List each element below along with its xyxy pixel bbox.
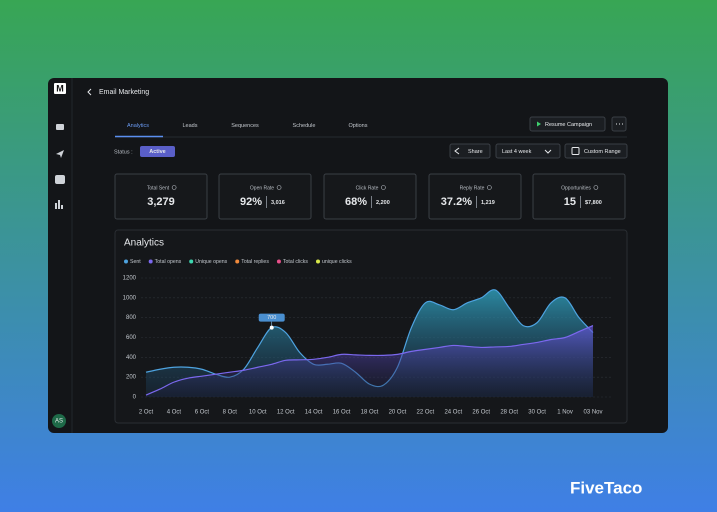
legend-dot bbox=[235, 259, 240, 264]
inbox-icon[interactable] bbox=[55, 175, 65, 184]
mail-icon[interactable] bbox=[56, 124, 64, 130]
legend-dot bbox=[124, 259, 128, 264]
avatar-text: AS bbox=[55, 419, 63, 425]
custom-range-label: Custom Range bbox=[584, 149, 621, 155]
x-tick-label: 16 Oct bbox=[333, 410, 351, 416]
x-tick-label: 22 Oct bbox=[417, 410, 435, 416]
status-badge bbox=[140, 146, 175, 157]
play-icon bbox=[537, 121, 541, 127]
tab[interactable]: Leads bbox=[183, 123, 198, 129]
stat-card bbox=[323, 173, 417, 220]
chart-title: Analytics bbox=[124, 238, 164, 249]
avatar[interactable] bbox=[52, 414, 66, 428]
stat-label: Opportunities bbox=[561, 185, 591, 191]
x-tick-label: 2 Oct bbox=[139, 410, 154, 416]
y-tick-label: 400 bbox=[126, 355, 137, 361]
resume-button[interactable] bbox=[529, 116, 606, 132]
info-icon bbox=[381, 185, 386, 190]
stat-value: 37.2% bbox=[441, 196, 472, 208]
x-tick-label: 10 Oct bbox=[249, 410, 267, 416]
stat-detail: 1,219 bbox=[481, 200, 495, 206]
line bbox=[145, 325, 594, 396]
area bbox=[146, 325, 593, 397]
stat-card bbox=[218, 173, 312, 220]
x-tick-label: 24 Oct bbox=[444, 410, 462, 416]
legend-label[interactable]: Total clicks bbox=[283, 259, 308, 265]
logo-box bbox=[54, 83, 66, 94]
x-tick-label: 1 Nov bbox=[557, 410, 573, 416]
stat-detail: $7,800 bbox=[585, 200, 602, 206]
y-tick-label: 800 bbox=[126, 315, 137, 321]
stat-value: 15 bbox=[564, 196, 576, 208]
legend-label[interactable]: Unique opens bbox=[195, 259, 227, 265]
info-icon bbox=[171, 185, 177, 190]
x-tick-label: 26 Oct bbox=[472, 410, 490, 416]
stat-value: 68% bbox=[345, 196, 367, 208]
tab[interactable]: Schedule bbox=[293, 123, 316, 129]
legend-label[interactable]: Total replies bbox=[241, 259, 269, 265]
back-button[interactable] bbox=[87, 88, 92, 96]
legend-label[interactable]: Sent bbox=[130, 259, 141, 265]
legend-dot bbox=[148, 259, 153, 264]
period-label: Last 4 week bbox=[502, 149, 532, 155]
status-label: Status : bbox=[114, 149, 133, 155]
tab[interactable]: Analytics bbox=[127, 123, 149, 129]
logo: M bbox=[56, 83, 64, 93]
stat-value: 3,279 bbox=[147, 196, 175, 208]
stats-icon[interactable] bbox=[55, 200, 63, 209]
legend-label[interactable]: unique clicks bbox=[322, 259, 352, 265]
stat-detail: 2,200 bbox=[376, 200, 390, 206]
x-tick-label: 6 Oct bbox=[195, 410, 210, 416]
y-tick-label: 200 bbox=[126, 375, 137, 381]
info-icon bbox=[593, 185, 599, 190]
x-tick-label: 12 Oct bbox=[277, 410, 295, 416]
tooltip-box bbox=[258, 313, 285, 322]
stat-card bbox=[428, 173, 522, 220]
x-tick-label: 14 Oct bbox=[305, 410, 323, 416]
stat-label: Total Sent bbox=[147, 185, 170, 191]
x-tick-label: 03 Nov bbox=[583, 410, 602, 416]
legend-dot bbox=[189, 259, 194, 264]
status-value: Active bbox=[149, 149, 166, 155]
stat-label: Reply Rate bbox=[460, 185, 485, 191]
send-icon[interactable] bbox=[56, 150, 64, 158]
x-tick-label: 28 Oct bbox=[500, 410, 518, 416]
legend-dot bbox=[276, 259, 281, 264]
stat-card bbox=[532, 173, 626, 220]
stat-card bbox=[114, 173, 208, 220]
x-tick-label: 4 Oct bbox=[167, 410, 182, 416]
y-tick-label: 1200 bbox=[123, 276, 137, 282]
tooltip-point[interactable] bbox=[269, 325, 274, 330]
share-label: Share bbox=[468, 149, 483, 155]
legend-label[interactable]: Total opens bbox=[155, 259, 182, 265]
brand: FiveTaco bbox=[570, 478, 642, 497]
y-tick-label: 600 bbox=[126, 335, 137, 341]
period-select[interactable] bbox=[495, 143, 561, 159]
resume-label: Resume Campaign bbox=[545, 122, 592, 128]
tab[interactable]: Options bbox=[349, 123, 368, 129]
stat-label: Click Rate bbox=[356, 185, 379, 191]
legend-dot bbox=[316, 259, 320, 264]
period-chevron bbox=[544, 149, 552, 154]
x-tick-label: 18 Oct bbox=[361, 410, 379, 416]
share-icon bbox=[454, 147, 460, 155]
page-title: Email Marketing bbox=[99, 89, 149, 96]
custom-range-button[interactable] bbox=[564, 143, 628, 159]
x-tick-label: 20 Oct bbox=[389, 410, 407, 416]
x-tick-label: 30 Oct bbox=[528, 410, 546, 416]
x-tick-label: 8 Oct bbox=[223, 410, 238, 416]
stat-value: 92% bbox=[240, 196, 262, 208]
y-tick-label: 1000 bbox=[123, 295, 137, 301]
share-button[interactable] bbox=[449, 143, 491, 159]
tab[interactable]: Sequences bbox=[231, 123, 259, 129]
tooltip-label: 700 bbox=[267, 315, 276, 321]
stat-label: Open Rate bbox=[250, 185, 274, 191]
stat-detail: 3,016 bbox=[271, 200, 285, 206]
calendar-icon bbox=[571, 147, 580, 155]
info-icon bbox=[487, 185, 492, 190]
info-icon bbox=[276, 185, 282, 190]
y-tick-label: 0 bbox=[133, 395, 137, 401]
